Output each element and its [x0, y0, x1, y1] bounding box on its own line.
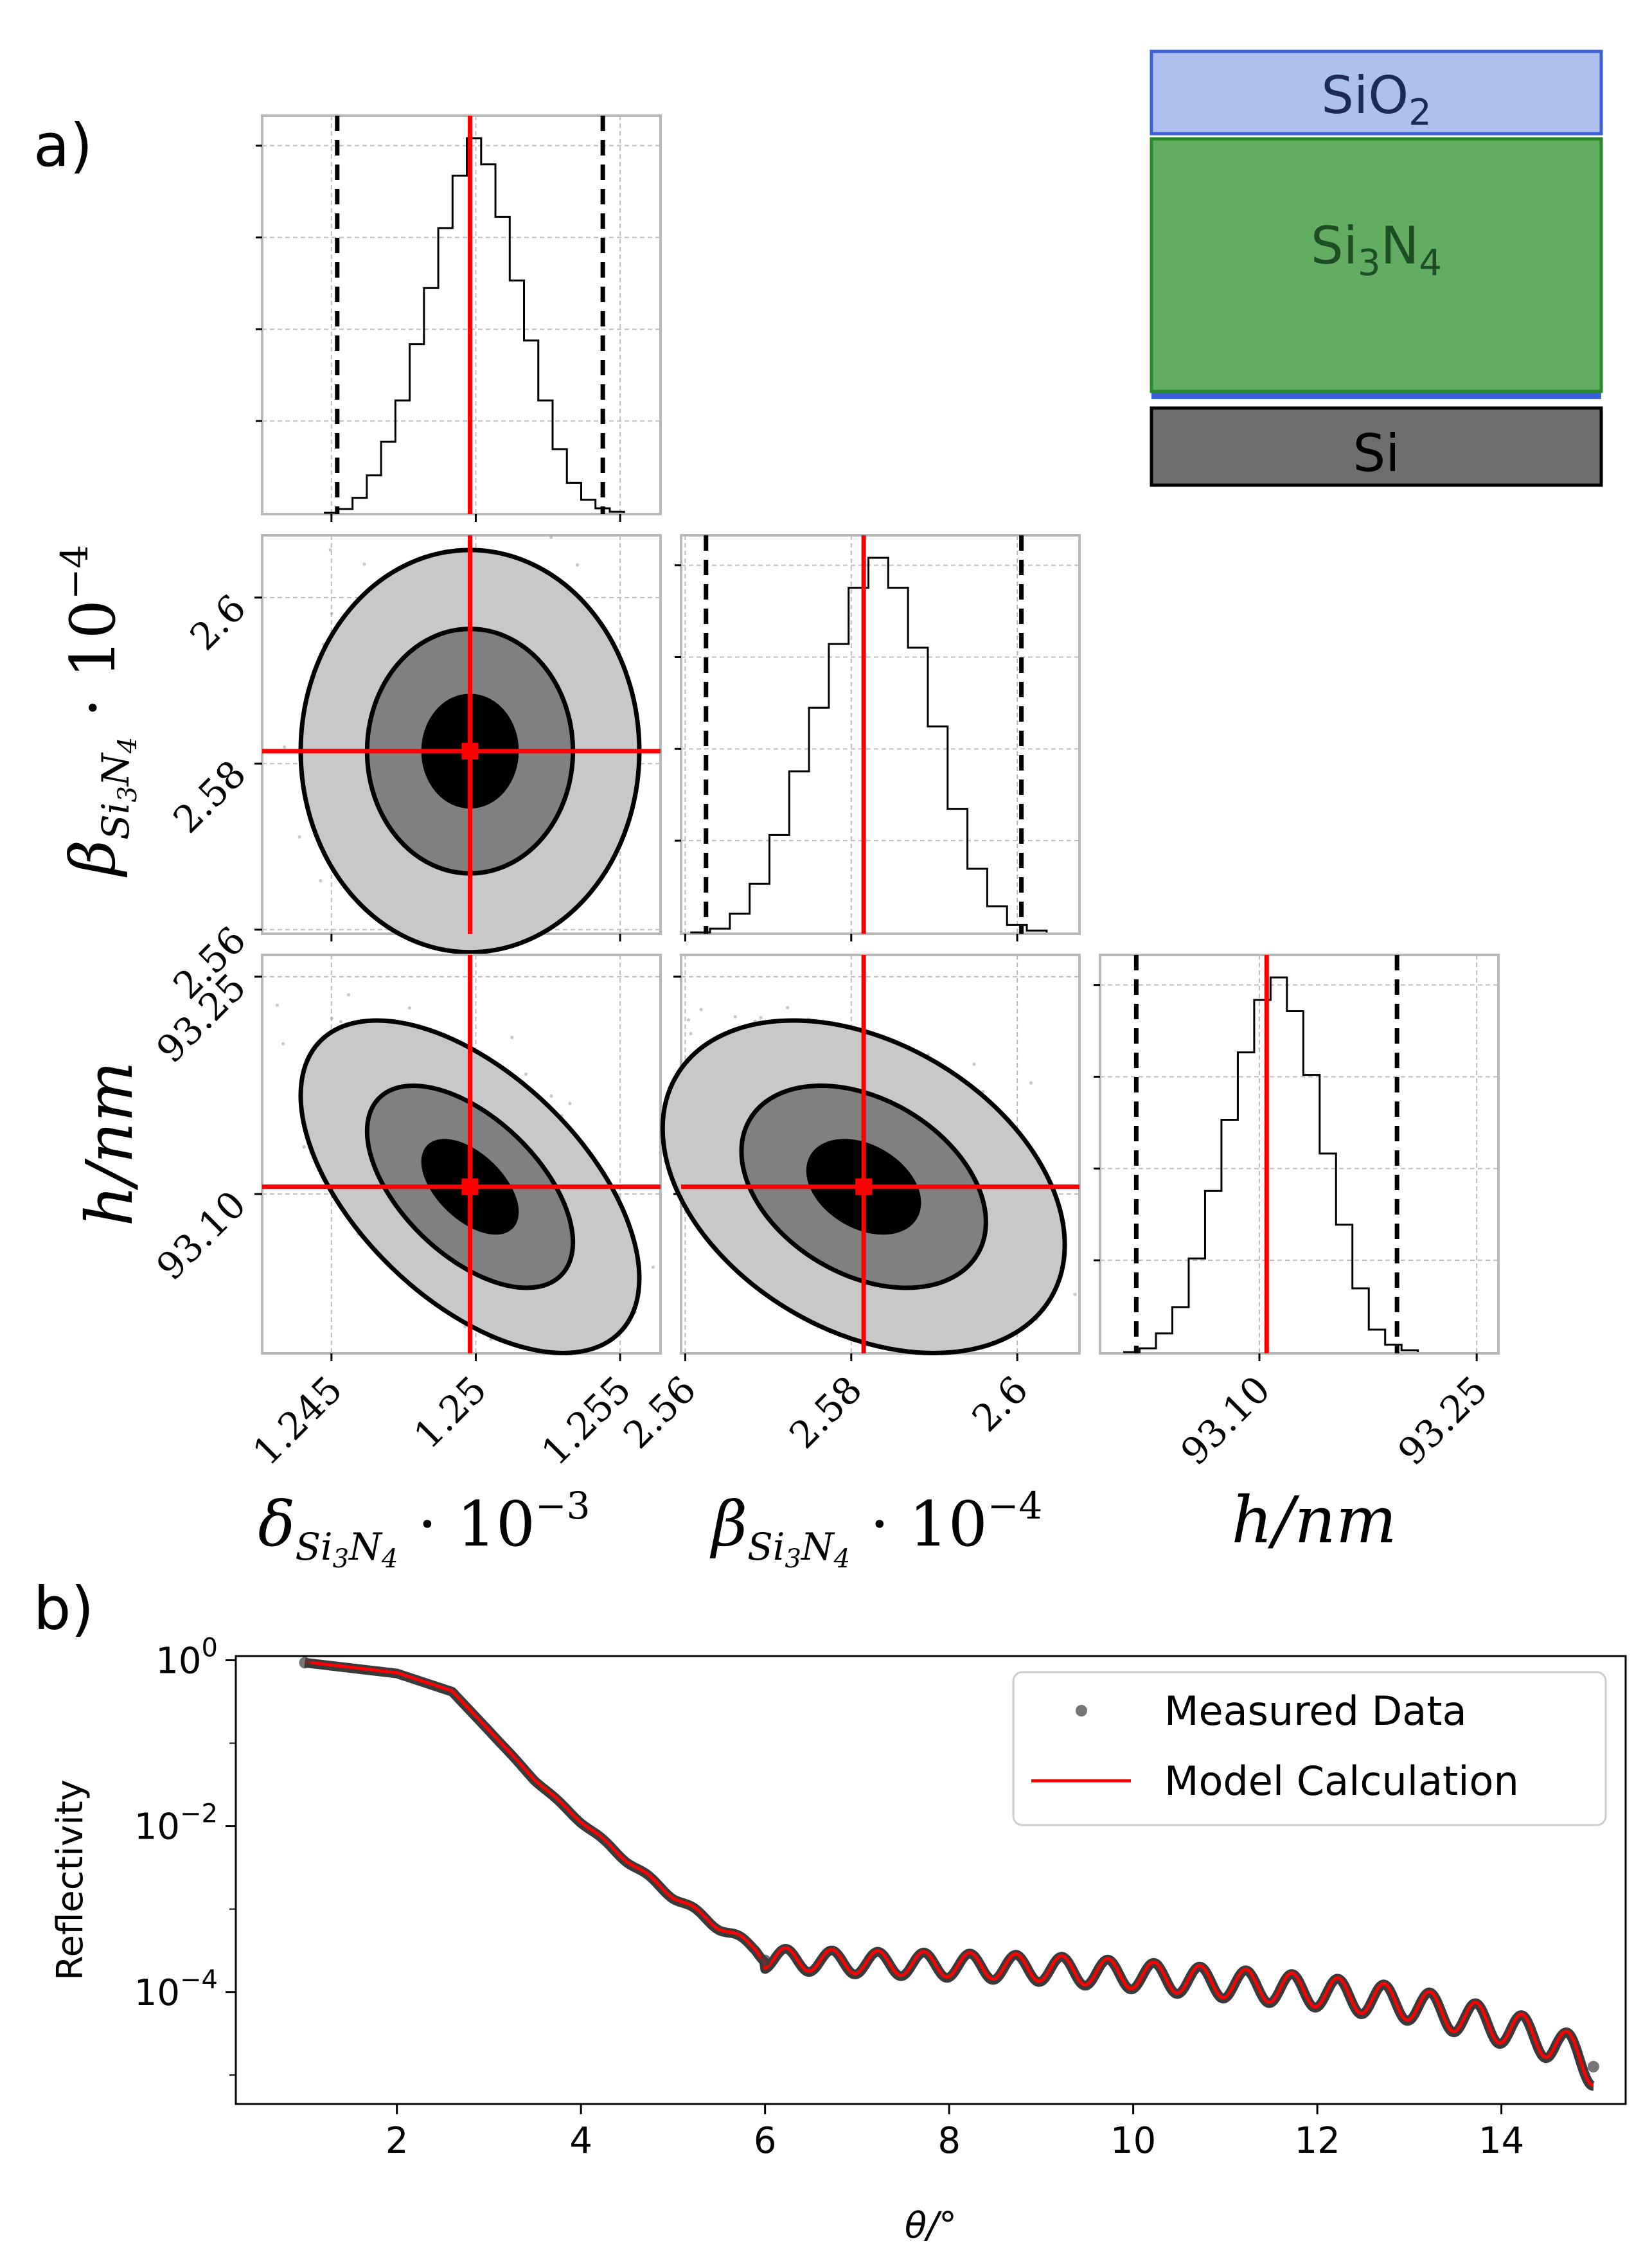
layer-si3n4-sub1: 3 [1358, 242, 1381, 284]
sample-point [568, 1101, 572, 1105]
sample-point [281, 1042, 285, 1046]
layer-sio2-name: SiO [1321, 66, 1408, 125]
sample-point [699, 1008, 703, 1012]
y-tick-label: 2.58 [165, 752, 254, 841]
sample-point [733, 1015, 737, 1019]
legend-marker-measured [1076, 1705, 1087, 1716]
sample-point [1029, 1081, 1033, 1085]
best-fit-marker [855, 1178, 873, 1195]
sample-point [319, 878, 323, 883]
y-tick-label: 2.6 [182, 586, 254, 659]
layer-si3n4-label: Si3N4 [1311, 216, 1442, 284]
histogram-h_nm [1123, 976, 1419, 1353]
x-tick-label: 12 [1294, 2120, 1340, 2162]
sample-point [575, 563, 580, 567]
layer-si3n4-name2: N [1381, 216, 1419, 276]
legend-label-measured: Measured Data [1164, 1688, 1467, 1734]
layer-sio2-label: SiO2 [1321, 66, 1432, 134]
legend-label-model: Model Calculation [1164, 1758, 1519, 1805]
sample-point [275, 1003, 279, 1007]
sample-point [339, 1020, 343, 1024]
layer-interface-oxide [1151, 393, 1601, 399]
xlabel-h: h/nm [1231, 1483, 1396, 1558]
measured-point [759, 1954, 771, 1966]
ylabel-beta: βSi3N4 · 10−4 [53, 545, 143, 878]
reflectivity-plot: 2 4 6 8 10 12 14 100 10−2 10−4 θ/° Reflectivity Meas… [49, 1633, 1627, 2246]
y-tick-label: 10−2 [134, 1799, 218, 1848]
sample-point [298, 835, 301, 839]
sample-point [283, 745, 287, 749]
sample-point [524, 1073, 528, 1076]
ylabel-h: h/nm [72, 1061, 147, 1226]
x-tick-label: 2.56 [615, 1368, 704, 1457]
layer-si-label: Si [1353, 423, 1399, 483]
x-tick-label: 2.58 [781, 1368, 870, 1457]
sample-point [651, 1265, 655, 1269]
y-tick-label: 100 [155, 1633, 218, 1682]
legend: Measured Data Model Calculation [1012, 1671, 1607, 1826]
best-fit-marker [461, 742, 479, 760]
sample-point [686, 1018, 691, 1022]
layer-sio2 [1150, 49, 1603, 136]
histogram-delta_Si3N4 [324, 137, 625, 514]
y-axis-label: Reflectivity [49, 1779, 91, 1981]
layer-si3n4-sub2: 4 [1419, 242, 1442, 284]
ylabel-beta-group: βSi3N4 · 10−4 [53, 545, 143, 878]
x-tick-label: 14 [1479, 2120, 1524, 2162]
y-tick-label: 10−4 [134, 1965, 218, 2014]
hist-frame-1 [680, 534, 1081, 935]
best-fit-marker [461, 1178, 479, 1195]
layer-sio2-subscript: 2 [1408, 92, 1432, 134]
panel-b-label: b) [33, 1574, 94, 1643]
xlabel-delta: δSi3N4 · 10−3 [258, 1484, 591, 1574]
sample-point [689, 1031, 693, 1036]
sample-point [1073, 1292, 1077, 1296]
x-tick-label: 4 [569, 2120, 592, 2162]
panel-a-label: a) [33, 111, 93, 180]
ylabel-h-group: h/nm [72, 1061, 147, 1226]
sample-point [510, 1035, 514, 1039]
x-tick-label: 93.25 [1390, 1368, 1496, 1474]
layer-stack-diagram: SiO2 Si3N4 Si [1150, 49, 1603, 487]
layer-si-substrate [1150, 406, 1603, 487]
plot-frame [235, 1655, 1627, 2105]
sample-point [549, 1094, 553, 1098]
series-model-calculation [304, 1660, 1594, 2087]
scatter-frame-1 [261, 954, 662, 1355]
sample-point [549, 535, 553, 539]
hist-frame-2 [1099, 954, 1500, 1355]
x-tick-label: 6 [754, 2120, 777, 2162]
x-tick-label: 1.245 [244, 1368, 350, 1474]
x-tick-label: 10 [1110, 2120, 1156, 2162]
x-tick-label: 1.25 [405, 1368, 495, 1457]
measured-point [299, 1657, 311, 1669]
sample-point [330, 612, 333, 616]
corner-axis-labels: δSi3N4 · 10−3 βSi3N4 · 10−4 h/nm βSi3N4 … [53, 545, 1397, 1574]
sample-point [330, 1017, 333, 1021]
sample-point [346, 993, 351, 997]
histogram-beta_Si3N4 [690, 557, 1048, 934]
x-tick-label: 2.6 [964, 1368, 1036, 1440]
sample-point [407, 1006, 412, 1010]
measured-point [1587, 2060, 1599, 2072]
x-axis-label: θ/° [905, 2205, 957, 2246]
x-tick-label: 93.10 [1172, 1368, 1278, 1474]
sample-point [972, 1062, 976, 1066]
xlabel-beta: βSi3N4 · 10−4 [710, 1484, 1043, 1574]
sample-point [786, 1006, 790, 1010]
legend-box [1012, 1671, 1607, 1826]
y-tick-label: 93.10 [148, 1182, 254, 1288]
sample-point [759, 1016, 763, 1020]
hist-frame-0 [261, 114, 662, 515]
sample-point [328, 548, 332, 552]
sample-point [302, 1145, 306, 1149]
layer-si3n4-name: Si [1311, 216, 1358, 276]
x-tick-label: 8 [937, 2120, 961, 2162]
x-tick-label: 2 [386, 2120, 409, 2162]
layer-si3n4 [1150, 137, 1603, 393]
sample-point [362, 562, 366, 566]
